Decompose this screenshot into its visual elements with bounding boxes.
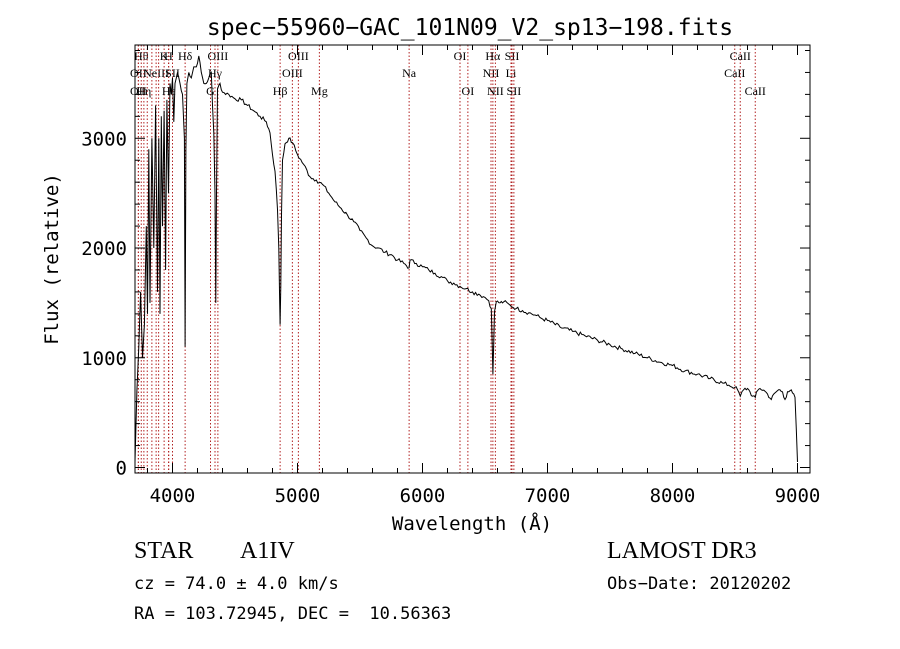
object-class: STAR: [134, 538, 194, 564]
line-marker-label: Mg: [311, 84, 328, 98]
emission-line-markers: HθOIIOIIHηNeIIIKHHεSIIHδGHγOIIIHβOIIIOII…: [130, 45, 766, 473]
chart-title: spec−55960−GAC_101N09_V2_sp13−198.fits: [207, 15, 733, 41]
y-tick-label: 3000: [81, 128, 127, 150]
line-marker-label: CaII: [730, 49, 751, 63]
survey-name: LAMOST DR3: [607, 538, 757, 564]
x-tick-label: 5000: [275, 485, 321, 507]
line-marker-label: OIII: [282, 66, 303, 80]
line-marker-label: Hε: [162, 84, 176, 98]
line-marker-label: SII: [507, 84, 522, 98]
plot-frame: [134, 44, 811, 474]
line-marker-label: NII: [483, 66, 500, 80]
line-marker-label: Hθ: [134, 49, 149, 63]
line-marker-label: Hα: [485, 49, 501, 63]
line-marker-label: SII: [505, 49, 520, 63]
x-tick-label: 4000: [150, 485, 196, 507]
redshift-readout: cz = 74.0 ± 4.0 km/s: [134, 574, 339, 594]
line-marker-label: OIII: [208, 49, 229, 63]
series-flux-line: [134, 55, 798, 463]
line-marker-label: G: [206, 84, 215, 98]
y-axis-label: Flux (relative): [41, 173, 63, 345]
line-marker-label: NII: [487, 84, 504, 98]
line-marker-label: Na: [402, 66, 417, 80]
line-marker-label: OIII: [288, 49, 309, 63]
sky-coordinates: RA = 103.72945, DEC = 10.56363: [134, 604, 452, 624]
x-tick-label: 9000: [775, 485, 821, 507]
line-marker-label: NeIII: [143, 66, 169, 80]
y-tick-label: 1000: [81, 348, 127, 370]
series-layer: [134, 55, 798, 463]
object-subclass: A1IV: [240, 538, 295, 564]
observation-date: Obs−Date: 20120202: [607, 574, 792, 594]
line-marker-label: CaII: [745, 84, 766, 98]
x-tick-label: 6000: [400, 485, 446, 507]
y-tick-label: 0: [116, 458, 127, 480]
y-tick-label: 2000: [81, 238, 127, 260]
line-marker-label: OII: [130, 84, 147, 98]
line-marker-label: CaII: [724, 66, 745, 80]
line-marker-label: K: [160, 49, 169, 63]
line-marker-label: Li: [506, 66, 517, 80]
x-tick-label: 7000: [525, 485, 571, 507]
line-marker-label: Hη: [136, 84, 151, 98]
axis-ticks: 4000 5000 6000 7000 8000 9000 0 1000 2000 3000: [81, 45, 820, 507]
line-marker-label: Hβ: [273, 84, 288, 98]
x-tick-label: 8000: [650, 485, 696, 507]
line-marker-label: Hδ: [178, 49, 193, 63]
line-marker-label: OI: [454, 49, 467, 63]
line-marker-label: OI: [462, 84, 475, 98]
x-axis-label: Wavelength (Å): [392, 512, 552, 535]
